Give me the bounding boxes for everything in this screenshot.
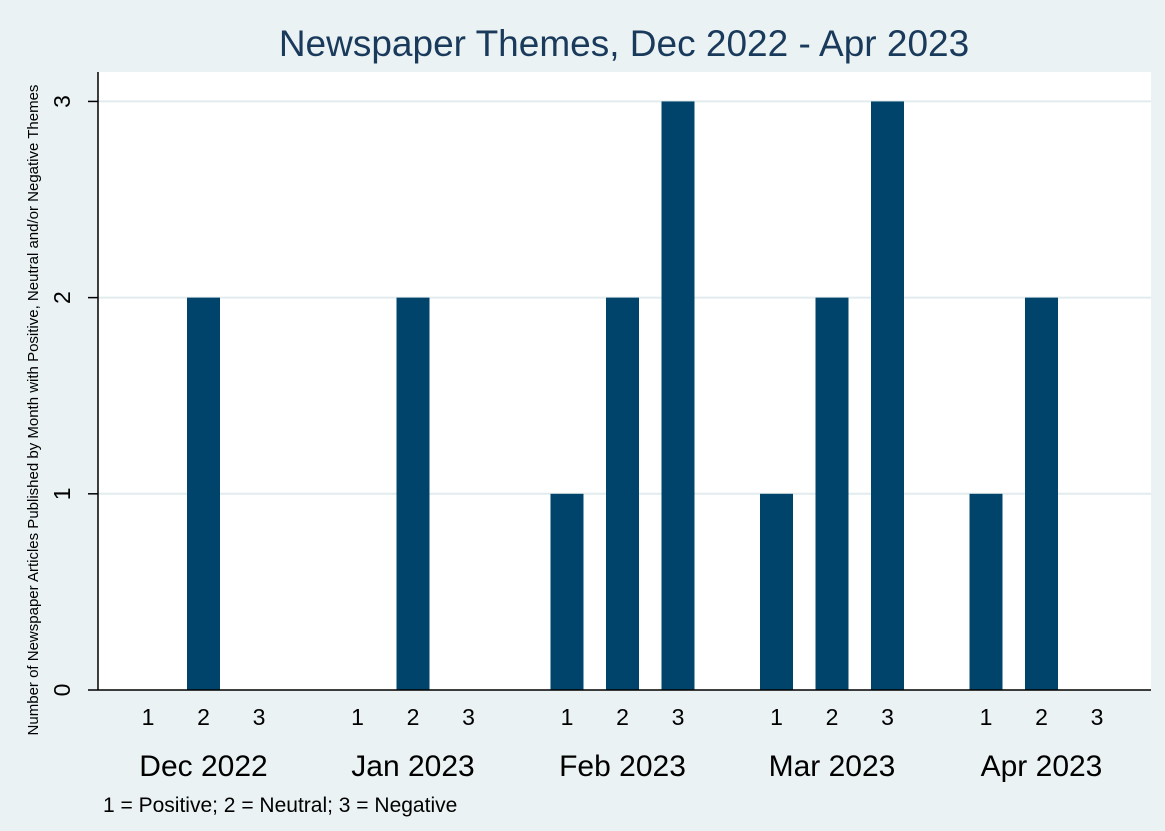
x-tick-label: 2 xyxy=(826,704,839,730)
y-tick-label: 0 xyxy=(49,684,75,697)
group-label: Mar 2023 xyxy=(769,750,896,783)
chart-title: Newspaper Themes, Dec 2022 - Apr 2023 xyxy=(279,23,969,64)
x-tick-label: 2 xyxy=(407,704,420,730)
x-tick-label: 3 xyxy=(672,704,685,730)
x-tick-label: 3 xyxy=(462,704,475,730)
y-tick-label: 1 xyxy=(49,487,75,500)
x-tick-label: 1 xyxy=(770,704,783,730)
bar xyxy=(606,297,639,690)
x-tick-label: 2 xyxy=(616,704,629,730)
x-tick-label: 1 xyxy=(351,704,364,730)
y-axis-label: Number of Newspaper Articles Published b… xyxy=(25,85,42,736)
bar xyxy=(760,493,793,690)
y-ticks: 0 1 2 3 xyxy=(49,95,98,696)
group-label: Feb 2023 xyxy=(559,750,686,783)
bar xyxy=(815,297,849,690)
x-tick-label: 1 xyxy=(142,704,155,730)
x-tick-label: 2 xyxy=(1035,704,1048,730)
x-tick-label: 3 xyxy=(881,704,894,730)
bar xyxy=(661,101,695,690)
y-tick-label: 2 xyxy=(49,291,75,304)
x-tick-label: 2 xyxy=(197,704,210,730)
x-tick-label: 1 xyxy=(980,704,993,730)
x-tick-labels: 1 2 3 Dec 2022 1 2 3 Jan 2023 1 2 3 Feb 2023 1 2 3 Mar … xyxy=(139,704,1103,783)
x-tick-label: 3 xyxy=(253,704,266,730)
bar xyxy=(1025,297,1058,690)
group-label: Jan 2023 xyxy=(351,750,474,783)
bar xyxy=(969,493,1003,690)
bar xyxy=(396,297,430,690)
bar xyxy=(550,493,584,690)
bar xyxy=(187,297,220,690)
group-label: Apr 2023 xyxy=(981,750,1103,783)
group-label: Dec 2022 xyxy=(139,750,267,783)
bars xyxy=(187,101,1058,690)
x-tick-label: 3 xyxy=(1091,704,1104,730)
chart-note: 1 = Positive; 2 = Neutral; 3 = Negative xyxy=(103,794,457,817)
y-tick-label: 3 xyxy=(49,95,75,108)
bar xyxy=(871,101,904,690)
x-tick-label: 1 xyxy=(561,704,574,730)
